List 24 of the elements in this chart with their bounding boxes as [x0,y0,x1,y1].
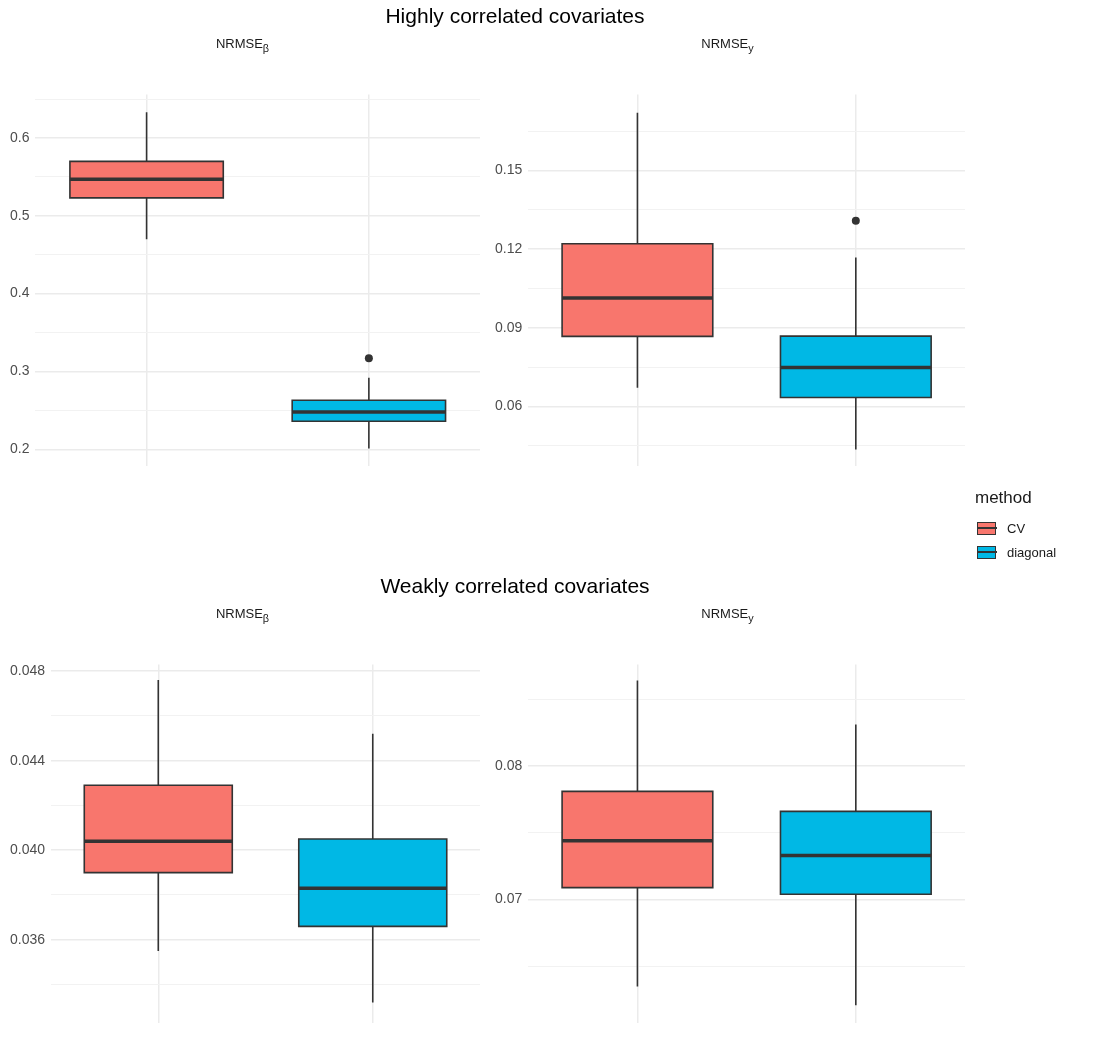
legend-label: CV [1007,520,1026,536]
y-tick-label: 0.3 [9,362,30,379]
y-tick-label: 0.2 [9,440,30,457]
y-tick-label: 0.6 [9,128,30,145]
y-tick-label: 0.08 [495,756,523,773]
chart-subtitle: NRMSE$_{β}$ [214,36,271,54]
y-tick-label: 0.5 [9,206,30,223]
y-tick-label: 0.044 [9,751,46,768]
y-tick-label: 0.07 [495,890,523,907]
y-tick-label: 0.048 [9,661,46,678]
y-tick-label: 0.040 [9,841,46,858]
legend-label: diagonal [1007,544,1057,560]
chart-title: Highly correlated covariates [384,4,646,28]
y-tick-label: 0.15 [495,161,523,178]
chart-subtitle: NRMSE$_{y}$ [700,606,755,624]
chart-subtitle: NRMSE$_{y}$ [700,36,755,54]
chart-title: Weakly correlated covariates [379,574,651,598]
y-tick-label: 0.036 [9,930,46,947]
y-tick-label: 0.4 [9,284,30,301]
y-tick-label: 0.12 [495,239,523,256]
y-tick-label: 0.06 [495,397,523,414]
y-tick-label: 0.09 [495,318,523,335]
chart-subtitle: NRMSE$_{β}$ [214,606,271,624]
legend-title: method [975,488,1033,508]
